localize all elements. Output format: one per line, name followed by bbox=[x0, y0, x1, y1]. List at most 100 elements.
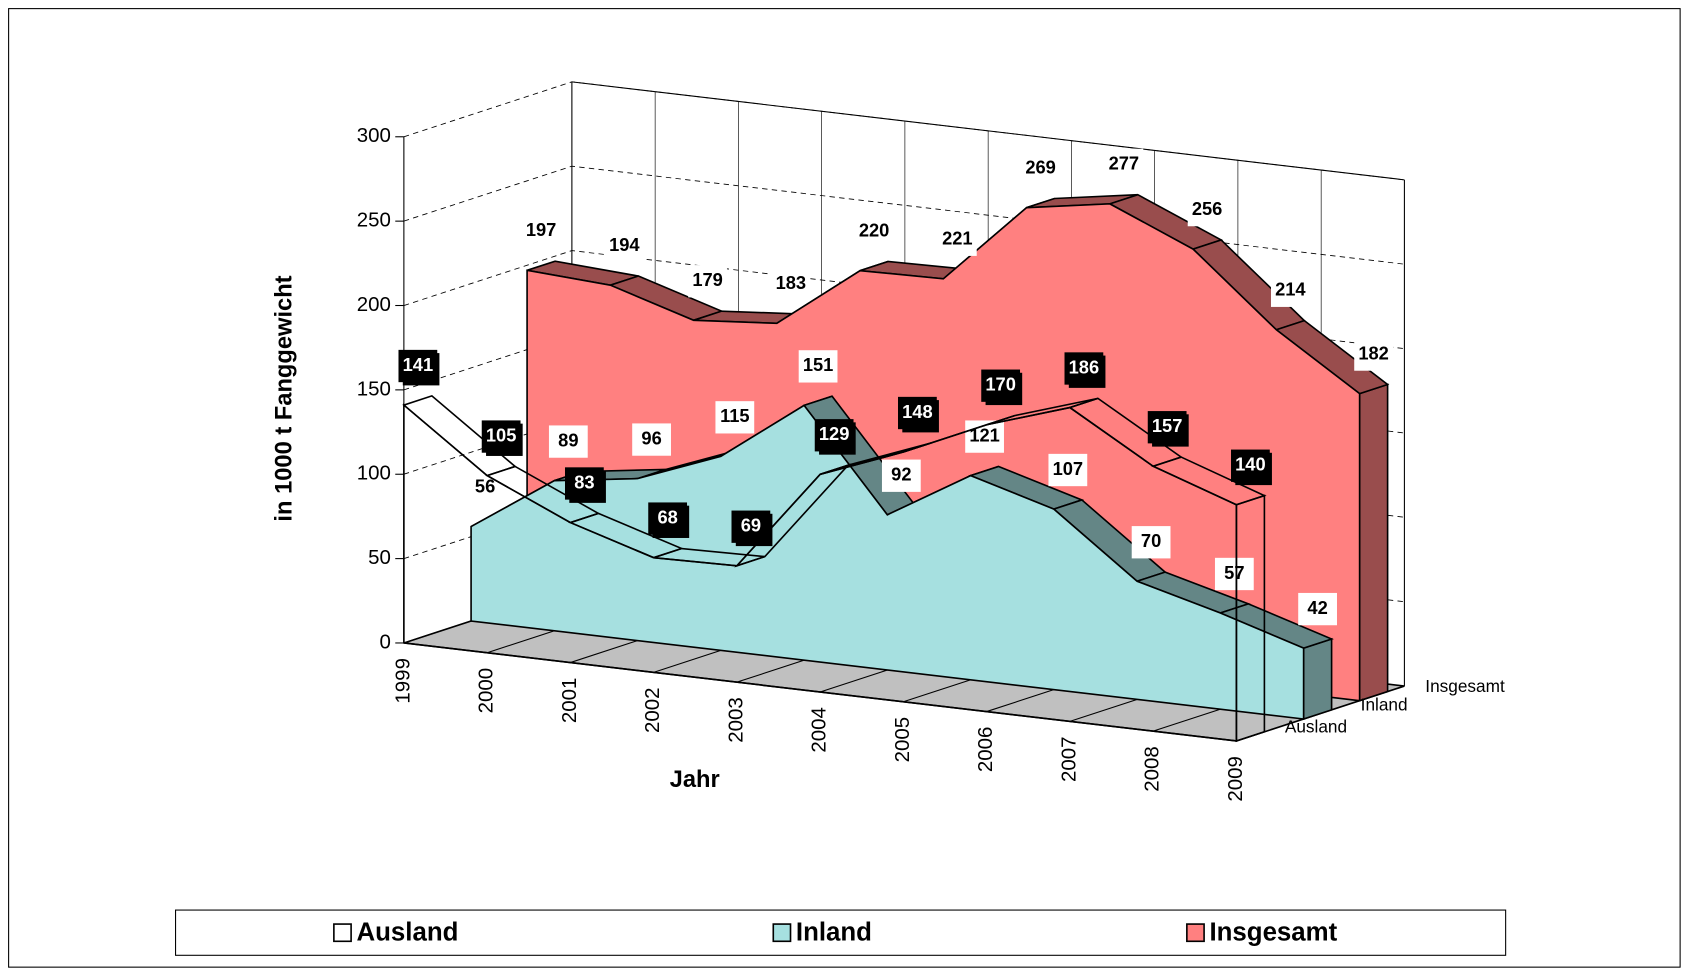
data-label: 57 bbox=[1224, 562, 1244, 583]
data-label: 69 bbox=[741, 515, 761, 536]
label-box bbox=[1064, 352, 1104, 385]
x-tick-label: 1999 bbox=[391, 658, 414, 704]
x-tick-label: 2009 bbox=[1224, 756, 1247, 802]
label-box bbox=[981, 369, 1021, 402]
legend-label: Ausland bbox=[356, 919, 458, 947]
data-label: 277 bbox=[1109, 153, 1140, 174]
data-label: 269 bbox=[1025, 156, 1056, 177]
label-box bbox=[898, 396, 937, 430]
grid-line bbox=[403, 250, 1405, 350]
data-label: 129 bbox=[819, 423, 850, 444]
series-axis-label: Inland bbox=[1361, 694, 1408, 714]
label-box bbox=[521, 215, 561, 248]
label-box bbox=[481, 420, 521, 453]
x-tick-label: 2002 bbox=[641, 687, 664, 733]
y-tick-label: 0 bbox=[380, 630, 391, 653]
data-label: 83 bbox=[574, 471, 594, 492]
x-tick-label: 2006 bbox=[974, 727, 997, 773]
frame bbox=[8, 8, 1681, 968]
x-tick-label: 2001 bbox=[558, 678, 581, 724]
data-label: 96 bbox=[641, 427, 661, 448]
label-box bbox=[564, 467, 604, 500]
data-label: 220 bbox=[859, 219, 890, 240]
grid-line bbox=[403, 81, 1405, 181]
x-axis-title: Jahr bbox=[670, 767, 720, 793]
series-axis-label: Ausland bbox=[1285, 716, 1347, 736]
data-label: 89 bbox=[558, 429, 578, 450]
label-box bbox=[798, 350, 838, 383]
legend-box bbox=[175, 909, 1507, 956]
data-label: 170 bbox=[985, 374, 1016, 395]
data-label: 179 bbox=[692, 269, 723, 290]
area bbox=[403, 403, 1238, 742]
data-label: 183 bbox=[776, 272, 807, 293]
data-label: 56 bbox=[475, 475, 495, 496]
label-box bbox=[1131, 526, 1171, 559]
label-box bbox=[465, 471, 505, 504]
label-box bbox=[548, 425, 588, 458]
label-box bbox=[1298, 592, 1337, 626]
data-label: 194 bbox=[609, 234, 640, 255]
label-box bbox=[398, 349, 438, 383]
label-box bbox=[881, 459, 921, 492]
side-face bbox=[1302, 637, 1333, 721]
label-box bbox=[1354, 338, 1393, 371]
label-box bbox=[854, 215, 894, 248]
label-box bbox=[1021, 152, 1060, 185]
data-label: 121 bbox=[969, 424, 1000, 445]
data-label: 105 bbox=[486, 424, 517, 445]
y-axis-title: in 1000 t Fanggewicht bbox=[272, 275, 298, 521]
label-box bbox=[731, 510, 771, 543]
y-tick-label: 200 bbox=[357, 293, 391, 316]
y-tick-label: 150 bbox=[357, 377, 391, 400]
label-box bbox=[688, 265, 727, 298]
legend-label: Inland bbox=[796, 919, 872, 947]
x-tick-label: 2004 bbox=[808, 707, 831, 753]
label-box bbox=[937, 223, 977, 256]
data-label: 214 bbox=[1275, 279, 1306, 300]
chart-body: Jahr in 1000 t Fanggewicht 0501001502002… bbox=[8, 8, 1681, 968]
legend-label: Insgesamt bbox=[1209, 919, 1337, 947]
legend-swatch bbox=[1186, 923, 1205, 943]
x-tick-label: 2005 bbox=[891, 717, 914, 763]
area bbox=[470, 404, 1305, 720]
label-box bbox=[771, 268, 811, 301]
data-label: 115 bbox=[720, 405, 750, 426]
x-tick-label: 2008 bbox=[1141, 746, 1164, 792]
x-tick-label: 2007 bbox=[1057, 736, 1080, 782]
grid-line bbox=[403, 165, 1405, 265]
x-tick-label: 2000 bbox=[475, 668, 498, 714]
side-face bbox=[1358, 383, 1389, 702]
data-label: 140 bbox=[1235, 454, 1266, 475]
label-box bbox=[632, 423, 671, 456]
data-label: 148 bbox=[902, 401, 933, 422]
data-label: 197 bbox=[526, 219, 557, 240]
y-tick-label: 100 bbox=[357, 462, 391, 485]
data-label: 256 bbox=[1192, 198, 1223, 219]
x-tick-label: 2003 bbox=[724, 697, 747, 743]
legend-swatch bbox=[333, 923, 352, 943]
label-box bbox=[715, 401, 755, 434]
y-tick-label: 250 bbox=[357, 209, 391, 232]
data-label: 221 bbox=[942, 228, 973, 249]
data-label: 182 bbox=[1358, 342, 1389, 363]
label-box bbox=[1048, 453, 1088, 487]
label-box bbox=[1147, 411, 1187, 444]
label-box bbox=[648, 502, 688, 535]
y-tick-label: 300 bbox=[357, 124, 391, 147]
label-box bbox=[814, 419, 854, 452]
data-label: 68 bbox=[657, 506, 677, 527]
data-label: 107 bbox=[1053, 458, 1084, 479]
legend-swatch bbox=[772, 923, 792, 943]
label-box bbox=[1270, 274, 1310, 307]
series-axis-label: Insgesamt bbox=[1425, 676, 1505, 696]
data-label: 42 bbox=[1307, 597, 1327, 618]
data-label: 151 bbox=[803, 354, 834, 375]
data-label: 92 bbox=[891, 464, 911, 485]
label-box bbox=[1214, 557, 1254, 591]
data-label: 141 bbox=[403, 354, 434, 375]
label-box bbox=[1187, 193, 1227, 227]
data-label: 70 bbox=[1141, 530, 1161, 551]
data-label: 186 bbox=[1069, 356, 1100, 377]
